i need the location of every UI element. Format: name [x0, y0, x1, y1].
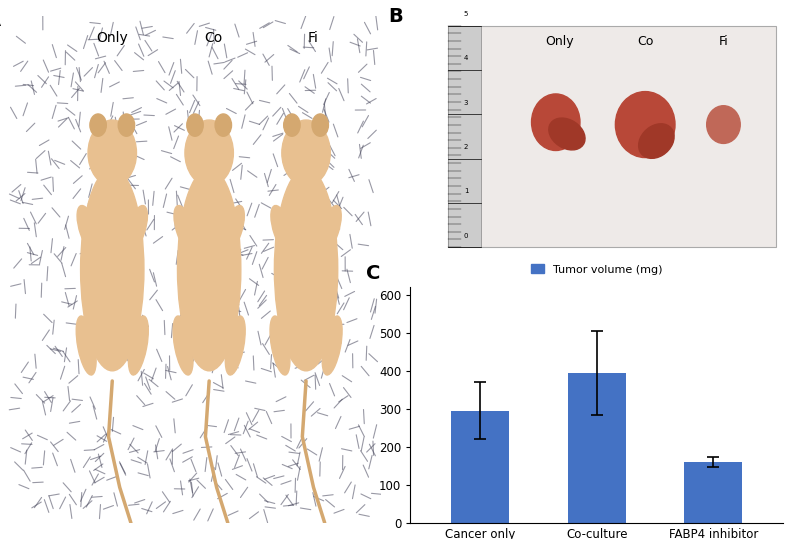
Ellipse shape	[532, 94, 580, 150]
Circle shape	[90, 114, 106, 136]
Text: Fi: Fi	[718, 35, 729, 48]
FancyBboxPatch shape	[448, 25, 481, 247]
Text: Co: Co	[204, 31, 222, 45]
Text: 0: 0	[464, 233, 468, 239]
Circle shape	[118, 114, 134, 136]
Ellipse shape	[225, 316, 245, 375]
Text: Only: Only	[545, 35, 573, 48]
Text: Fi: Fi	[308, 31, 319, 45]
Circle shape	[284, 114, 300, 136]
Ellipse shape	[322, 316, 342, 375]
Ellipse shape	[173, 316, 193, 375]
Circle shape	[185, 120, 233, 186]
Text: 5: 5	[464, 11, 468, 17]
Ellipse shape	[638, 124, 674, 158]
Bar	[684, 462, 742, 523]
Ellipse shape	[81, 168, 144, 371]
Text: B: B	[388, 7, 403, 26]
Text: Co: Co	[637, 35, 653, 48]
Circle shape	[88, 120, 137, 186]
FancyBboxPatch shape	[448, 25, 776, 247]
Ellipse shape	[77, 205, 99, 252]
Ellipse shape	[128, 316, 148, 375]
Text: 1: 1	[464, 189, 468, 195]
Ellipse shape	[177, 168, 240, 371]
Circle shape	[282, 120, 331, 186]
Ellipse shape	[274, 168, 338, 371]
Circle shape	[187, 114, 203, 136]
Bar	[451, 411, 509, 523]
Text: 3: 3	[464, 100, 468, 106]
Ellipse shape	[270, 316, 290, 375]
Text: 4: 4	[464, 56, 468, 61]
Ellipse shape	[174, 205, 196, 252]
Ellipse shape	[320, 205, 341, 252]
Ellipse shape	[615, 92, 675, 157]
Text: 2: 2	[464, 144, 468, 150]
Ellipse shape	[271, 205, 293, 252]
Bar	[568, 372, 626, 523]
Legend: Tumor volume (mg): Tumor volume (mg)	[527, 260, 667, 279]
Circle shape	[215, 114, 232, 136]
Ellipse shape	[76, 316, 97, 375]
Text: Only: Only	[97, 31, 128, 45]
Text: C: C	[365, 264, 380, 282]
Circle shape	[312, 114, 328, 136]
Ellipse shape	[126, 205, 147, 252]
Ellipse shape	[549, 118, 585, 150]
Ellipse shape	[222, 205, 244, 252]
Ellipse shape	[706, 106, 740, 143]
